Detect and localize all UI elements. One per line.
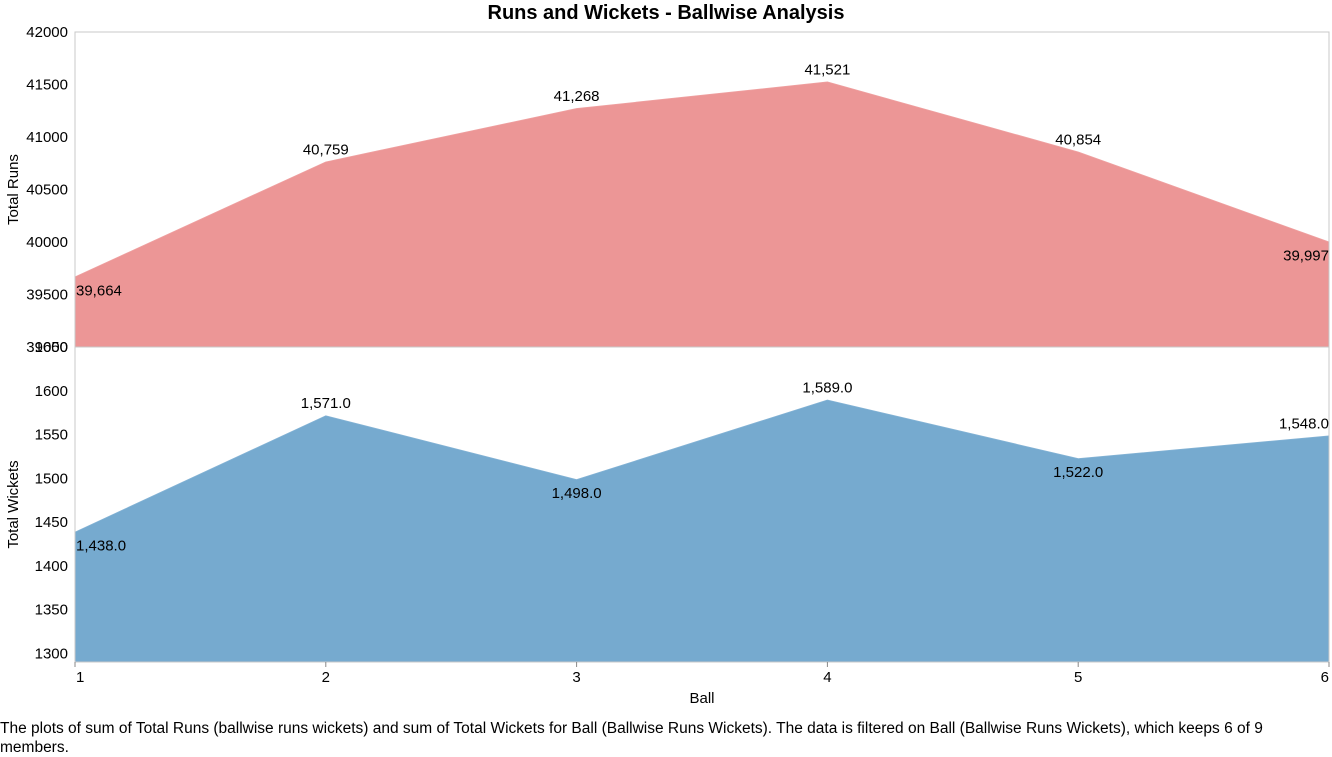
wickets-line xyxy=(74,399,1330,534)
runs-line xyxy=(74,81,1330,278)
runs-data-label: 39,664 xyxy=(76,282,122,299)
runs-y-axis-label: Total Runs xyxy=(5,154,22,225)
wickets-y-tick-label: 1600 xyxy=(35,383,68,400)
x-axis: 1 2 3 4 5 6 xyxy=(74,662,1330,686)
runs-data-label: 41,268 xyxy=(554,88,600,105)
runs-y-tick-label: 41000 xyxy=(26,129,68,146)
wickets-data-label: 1,548.0 xyxy=(1279,415,1329,432)
wickets-area xyxy=(75,400,1329,662)
wickets-y-tick-label: 1550 xyxy=(35,427,68,444)
runs-area xyxy=(75,82,1329,348)
wickets-data-label: 1,438.0 xyxy=(76,538,126,555)
wickets-data-label: 1,522.0 xyxy=(1053,464,1103,481)
x-tick-label: 3 xyxy=(572,669,580,686)
chart-title: Runs and Wickets - Ballwise Analysis xyxy=(487,2,845,24)
wickets-y-tick-label: 1650 xyxy=(35,339,68,356)
runs-data-label: 40,854 xyxy=(1055,131,1101,148)
x-axis-label: Ball xyxy=(689,690,714,707)
wickets-data-label: 1,498.0 xyxy=(552,485,602,502)
wickets-data-label: 1,571.0 xyxy=(301,395,351,412)
runs-y-tick-label: 39500 xyxy=(26,287,68,304)
wickets-y-tick-label: 1400 xyxy=(35,558,68,575)
runs-panel: 39000 39500 40000 40500 41000 41500 42000 Total… xyxy=(5,24,1330,356)
wickets-y-axis-label: Total Wickets xyxy=(5,460,22,548)
runs-data-label: 40,759 xyxy=(303,141,349,158)
x-tick-label: 4 xyxy=(823,669,831,686)
x-tick-label: 2 xyxy=(322,669,330,686)
runs-data-label: 39,997 xyxy=(1283,247,1329,264)
runs-y-tick-label: 41500 xyxy=(26,77,68,94)
wickets-panel: 1300 1350 1400 1450 1500 1550 1600 1650 Total Wi… xyxy=(5,339,1330,663)
runs-y-tick-label: 42000 xyxy=(26,24,68,41)
runs-data-label: 41,521 xyxy=(804,61,850,78)
runs-y-tick-label: 40000 xyxy=(26,234,68,251)
x-tick-label: 5 xyxy=(1074,669,1082,686)
wickets-y-tick-label: 1300 xyxy=(35,645,68,662)
runs-y-tick-label: 39000 xyxy=(26,339,68,356)
chart-caption: The plots of sum of Total Runs (ballwise… xyxy=(0,720,1263,756)
wickets-y-tick-label: 1500 xyxy=(35,470,68,487)
runs-y-tick-label: 40500 xyxy=(26,182,68,199)
wickets-y-tick-label: 1450 xyxy=(35,514,68,531)
x-tick-label: 6 xyxy=(1321,669,1329,686)
x-tick-label: 1 xyxy=(76,669,84,686)
wickets-y-tick-label: 1350 xyxy=(35,602,68,619)
wickets-data-label: 1,589.0 xyxy=(802,379,852,396)
wickets-frame xyxy=(74,346,1330,663)
